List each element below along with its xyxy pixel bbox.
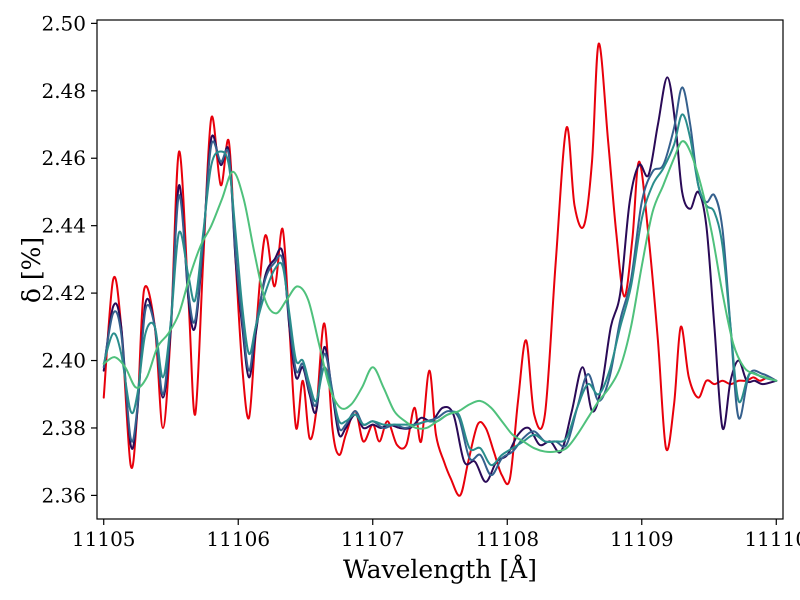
- series-line-4: [102, 113, 778, 467]
- x-tick-label: 11106: [206, 527, 270, 551]
- series-line-5: [102, 140, 778, 453]
- x-tick-label: 11107: [341, 527, 405, 551]
- y-tick-label: 2.38: [41, 416, 86, 440]
- y-tick-label: 2.36: [41, 483, 86, 507]
- y-axis-label: δ [%]: [17, 237, 46, 303]
- plot-frame: [96, 19, 784, 520]
- y-tick-label: 2.48: [41, 79, 86, 103]
- x-tick-label: 11110: [744, 527, 800, 551]
- x-tick-label: 11109: [610, 527, 674, 551]
- x-tick-label: 11108: [475, 527, 539, 551]
- y-tick-label: 2.50: [41, 11, 86, 35]
- y-tick-label: 2.46: [41, 146, 86, 170]
- x-tick-label: 11105: [72, 527, 136, 551]
- y-tick-label: 2.42: [41, 281, 86, 305]
- y-tick-label: 2.40: [41, 349, 86, 373]
- x-axis-label: Wavelength [Å]: [343, 554, 537, 584]
- y-tick-label: 2.44: [41, 214, 86, 238]
- plot-area: [97, 20, 783, 519]
- series-line-1: [102, 42, 778, 497]
